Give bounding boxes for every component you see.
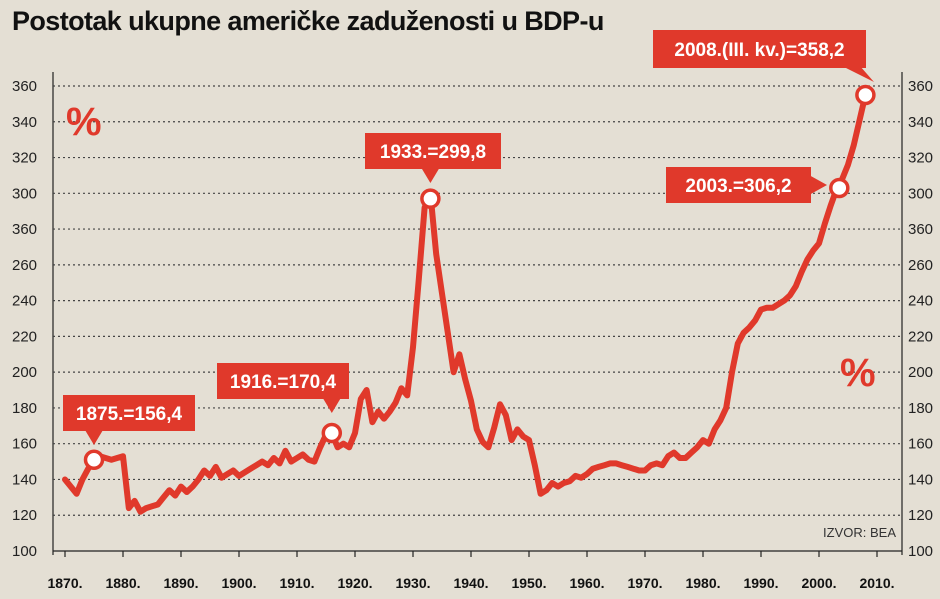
annotation-box [666,167,811,203]
x-tick-label: 1970. [627,575,662,591]
y-tick-label-left: 220 [12,328,37,345]
y-tick-label-left: 160 [12,436,37,453]
y-tick-label-right: 260 [908,257,933,274]
annotation-marker [829,177,850,199]
y-tick-label-right: 120 [908,507,933,524]
y-tick-label-left: 200 [12,364,37,381]
y-tick-label-left: 360 [12,78,37,95]
y-tick-label-left: 180 [12,400,37,417]
x-tick-label: 1960. [569,575,604,591]
y-tick-label-left: 100 [12,543,37,560]
annotation-pointer [842,66,874,82]
annotation-marker [321,422,343,444]
y-tick-label-right: 220 [908,328,933,345]
annotation-marker [855,84,876,106]
annotation-pointer [322,398,341,413]
y-tick-label-right: 360 [908,78,933,95]
y-tick-label-left: 240 [12,293,37,310]
x-tick-label: 1950. [511,575,546,591]
x-tick-label: 1980. [685,575,720,591]
annotation-box [63,395,195,431]
y-tick-label-right: 340 [908,114,933,131]
y-tick-label-right: 200 [908,364,933,381]
y-tick-label-left: 320 [12,150,37,167]
x-tick-label: 1940. [453,575,488,591]
annotation-pointer [809,175,827,195]
x-tick-label: 1930. [395,575,430,591]
y-tick-label-left: 300 [12,185,37,202]
y-tick-label-right: 160 [908,436,933,453]
chart-title: Postotak ukupne američke zaduženosti u B… [12,6,604,36]
x-tick-label: 1920. [337,575,372,591]
y-tick-label-left: 120 [12,507,37,524]
x-tick-label: 2010. [859,575,894,591]
y-tick-label-right: 240 [908,293,933,310]
x-tick-label: 1900. [221,575,256,591]
annotation-label: 2003.=306,2 [685,176,791,197]
y-tick-label-right: 180 [908,400,933,417]
y-tick-label-right: 320 [908,150,933,167]
y-tick-label-left: 340 [12,114,37,131]
annotation-label: 2008.(III. kv.)=358,2 [674,40,844,61]
annotation-label: 1933.=299,8 [380,142,486,163]
x-tick-label: 1890. [163,575,198,591]
source-label: IZVOR: BEA [823,525,896,540]
y-unit-left: % [66,100,102,144]
y-unit-right: % [840,351,876,395]
annotation-box [217,363,349,399]
annotation-pointer [421,168,440,183]
y-tick-label-right: 300 [908,185,933,202]
x-tick-label: 1990. [743,575,778,591]
y-tick-label-right: 140 [908,471,933,488]
annotation-label: 1875.=156,4 [76,404,183,425]
y-tick-label-right: 360 [908,221,933,238]
y-tick-label-left: 140 [12,471,37,488]
x-tick-label: 2000. [801,575,836,591]
annotation-pointer [85,430,103,445]
x-tick-label: 1880. [105,575,140,591]
x-tick-label: 1910. [279,575,314,591]
y-tick-label-left: 360 [12,221,37,238]
annotation-label: 1916.=170,4 [230,372,337,393]
annotation-box [653,30,866,68]
annotation-marker [83,449,105,471]
y-tick-label-right: 100 [908,543,933,560]
series-line [62,91,869,515]
annotation-box [365,133,501,169]
y-tick-label-left: 260 [12,257,37,274]
annotation-marker [420,188,441,209]
x-tick-label: 1870. [47,575,82,591]
